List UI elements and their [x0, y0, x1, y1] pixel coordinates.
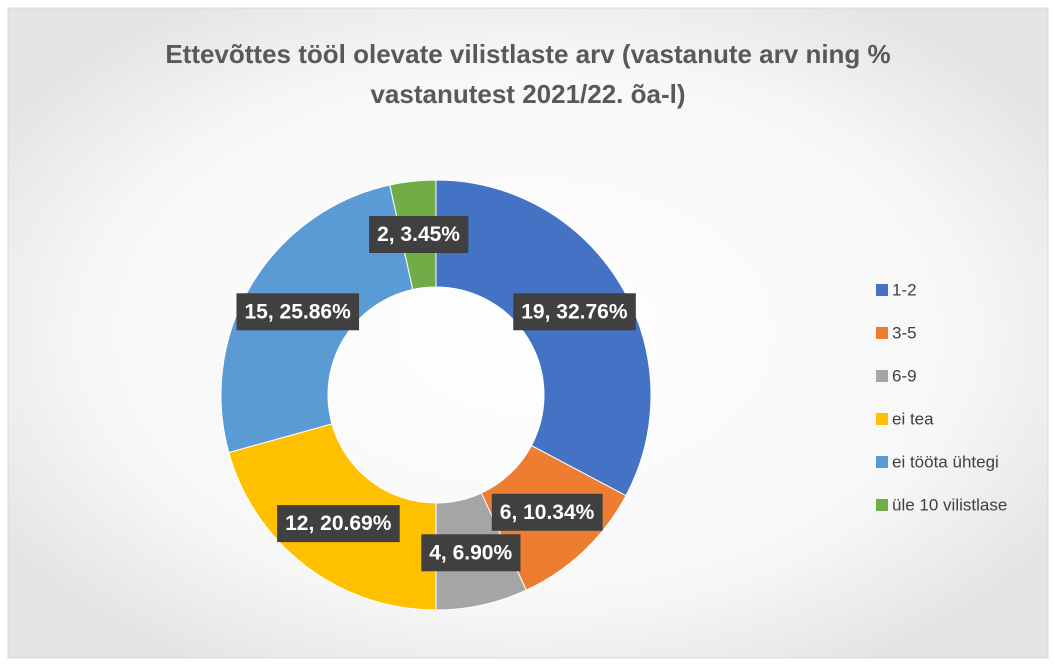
doughnut-slice — [435, 179, 652, 497]
legend-label: ei tööta ühtegi — [892, 452, 999, 471]
data-label-box — [277, 505, 400, 543]
data-label: 12, 20.69% — [277, 505, 400, 543]
data-label-box — [513, 293, 636, 331]
data-label-box — [421, 534, 521, 572]
data-label: 19, 32.76% — [513, 293, 636, 331]
legend-swatch — [876, 499, 888, 511]
data-label-text: 15, 25.86% — [244, 300, 351, 323]
data-label-text: 2, 3.45% — [377, 223, 460, 246]
data-label: 2, 3.45% — [369, 215, 469, 253]
data-label-box — [491, 493, 603, 531]
data-label-text: 12, 20.69% — [285, 512, 392, 535]
chart-title: Ettevõttes tööl olevate vilistlaste arv … — [165, 39, 890, 69]
legend-swatch — [876, 327, 888, 339]
data-label: 15, 25.86% — [236, 293, 360, 331]
data-label-box — [236, 293, 360, 331]
legend-swatch — [876, 284, 888, 296]
data-label: 4, 6.90% — [421, 534, 521, 572]
legend-label: 3-5 — [892, 323, 917, 342]
legend-label: ei tea — [892, 409, 934, 428]
legend-label: 6-9 — [892, 366, 917, 385]
chart-title: vastanutest 2021/22. õa-l) — [370, 79, 685, 109]
data-label-text: 4, 6.90% — [429, 541, 512, 564]
legend-swatch — [876, 456, 888, 468]
data-label: 6, 10.34% — [491, 493, 603, 531]
legend-label: üle 10 vilistlase — [892, 495, 1007, 514]
data-label-text: 6, 10.34% — [500, 501, 595, 524]
data-label-text: 19, 32.76% — [521, 300, 628, 323]
legend-label: 1-2 — [892, 280, 917, 299]
data-label-box — [369, 215, 469, 253]
legend-swatch — [876, 413, 888, 425]
legend-swatch — [876, 370, 888, 382]
